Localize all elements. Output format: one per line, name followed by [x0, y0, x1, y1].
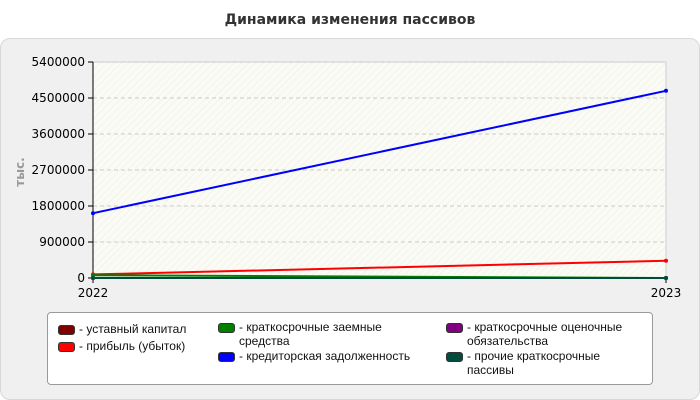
legend-label: - кредиторская задолженность: [239, 349, 411, 363]
y-tick-labels: 0 900000 1800000 2700000 3600000 4500000 54000…: [32, 55, 85, 285]
y-tick-label: 5400000: [32, 55, 85, 69]
legend-label: - краткосрочные заемные средства: [239, 320, 382, 348]
series-line: [92, 259, 667, 276]
y-axis-label: тыс.: [13, 157, 27, 186]
legend-item: - уставный капитал: [58, 322, 186, 336]
chart-title: Динамика изменения пассивов: [224, 12, 476, 28]
legend-label: - прочие краткосрочные пассивы: [467, 349, 601, 377]
x-tick-label: 2023: [651, 286, 682, 300]
legend: - уставный капитал - прибыль (убыток) - кр…: [47, 312, 653, 385]
x-tick-label: 2022: [78, 286, 109, 300]
legend-label: - прибыль (убыток): [79, 339, 186, 353]
y-tick-label: 2700000: [32, 163, 85, 177]
legend-item: - прочие краткосрочные пассивы: [446, 349, 600, 377]
legend-swatch: [446, 352, 463, 362]
legend-label: - уставный капитал: [79, 322, 187, 336]
legend-item: - краткосрочные заемные средства: [218, 320, 382, 348]
series-lines: [91, 88, 668, 280]
legend-item: - краткосрочные оценочные обязательства: [446, 320, 622, 348]
legend-swatch: [58, 325, 75, 335]
y-tick-label: 3600000: [32, 127, 85, 141]
x-tick-labels: 2022 2023: [78, 286, 682, 300]
data-point: [664, 258, 668, 263]
legend-label: - краткосрочные оценочные обязательства: [467, 320, 623, 348]
data-point: [91, 211, 95, 216]
legend-item: - кредиторская задолженность: [218, 349, 410, 363]
legend-swatch: [218, 352, 235, 362]
series-line: [92, 89, 667, 215]
legend-swatch: [446, 323, 463, 333]
y-tick-label: 4500000: [32, 91, 85, 105]
data-point: [91, 276, 95, 280]
data-point: [664, 88, 668, 93]
legend-swatch: [58, 342, 75, 352]
data-point: [91, 273, 95, 278]
grid-lines: [93, 61, 666, 243]
y-tick-label: 0: [77, 271, 85, 285]
y-tick-label: 1800000: [32, 199, 85, 213]
legend-item: - прибыль (убыток): [58, 339, 185, 353]
data-point: [664, 276, 668, 280]
legend-swatch: [218, 323, 235, 333]
y-tick-label: 900000: [39, 235, 85, 249]
